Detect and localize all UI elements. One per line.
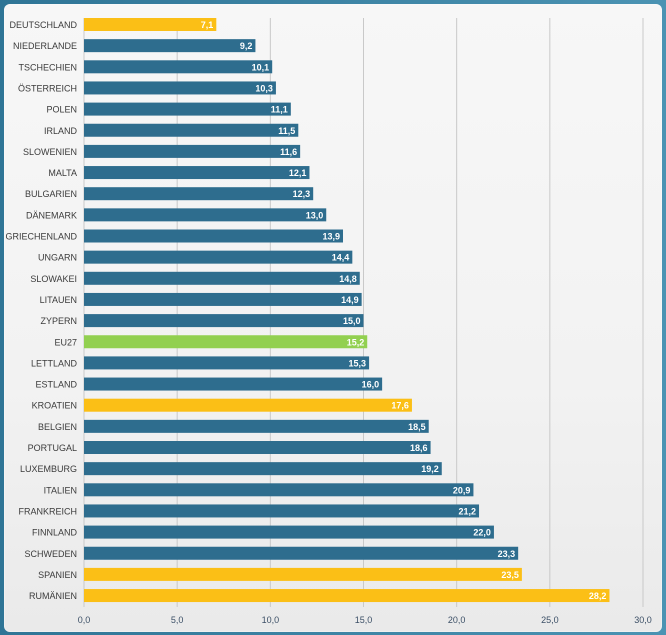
bar-rumänien [84, 589, 610, 603]
category-label: KROATIEN [32, 401, 77, 411]
bar-portugal [84, 441, 431, 454]
x-tick-label: 30,0 [634, 615, 652, 625]
x-tick-label: 20,0 [448, 615, 466, 625]
bar-slowakei [84, 271, 360, 285]
value-label: 16,0 [362, 380, 380, 390]
bars: 7,1 9,2 10,1 10,3 11,1 11,5 11,6 12,1 12,3 13,0 13… [84, 18, 610, 603]
bar-litauen [84, 292, 362, 306]
category-label: BELGIEN [38, 422, 77, 432]
bar-chart: 7,1 9,2 10,1 10,3 11,1 11,5 11,6 12,1 12,3 13,0 13… [5, 18, 652, 625]
value-label: 18,5 [408, 422, 426, 432]
category-label: LUXEMBURG [20, 464, 77, 474]
category-label: ESTLAND [35, 380, 77, 390]
bar-lettland [84, 356, 370, 370]
value-label: 10,3 [255, 83, 273, 93]
value-label: 15,2 [347, 337, 365, 347]
bar-estland [84, 377, 383, 391]
x-tick-label: 0,0 [78, 615, 91, 625]
bar-niederlande [84, 39, 256, 53]
value-label: 18,6 [410, 443, 428, 453]
category-label: FRANKREICH [18, 506, 77, 516]
category-label: LETTLAND [31, 358, 78, 368]
category-label: DÄNEMARK [26, 210, 77, 220]
grid-lines [83, 18, 644, 607]
bar-belgien [84, 419, 429, 433]
category-label: LITAUEN [40, 295, 77, 305]
bar-slowenien [84, 144, 301, 158]
category-label: PORTUGAL [28, 443, 77, 453]
value-label: 23,5 [501, 570, 519, 580]
value-label: 28,2 [589, 591, 607, 601]
bar-malta [84, 166, 310, 180]
bar-zypern [84, 314, 364, 328]
x-tick-label: 15,0 [355, 615, 373, 625]
category-label: NIEDERLANDE [13, 41, 77, 51]
bar-finnland [84, 525, 494, 539]
bar-tschechien [84, 60, 273, 74]
value-label: 17,6 [391, 401, 409, 411]
category-label: SCHWEDEN [24, 549, 77, 559]
bar-spanien [84, 567, 522, 581]
bar-irland [84, 123, 299, 137]
value-label: 19,2 [421, 464, 439, 474]
value-label: 20,9 [453, 485, 471, 495]
value-label: 23,3 [498, 549, 516, 559]
category-label: SLOWAKEI [30, 274, 77, 284]
value-label: 11,5 [278, 126, 295, 136]
value-label: 15,0 [343, 316, 361, 326]
category-label: POLEN [46, 105, 77, 115]
value-label: 11,6 [280, 147, 297, 157]
category-label: EU27 [54, 337, 77, 347]
bar-ungarn [84, 250, 353, 264]
category-label: DEUTSCHLAND [9, 20, 77, 30]
value-label: 13,0 [306, 210, 324, 220]
bar-schweden [84, 546, 519, 560]
category-label: SLOWENIEN [23, 147, 77, 157]
category-label: UNGARN [38, 253, 77, 263]
bar-deutschland [84, 18, 217, 31]
value-label: 12,1 [289, 168, 307, 178]
category-label: GRIECHENLAND [5, 232, 77, 242]
category-label: BULGARIEN [25, 189, 77, 199]
category-label: MALTA [48, 168, 77, 178]
category-label: ITALIEN [44, 485, 77, 495]
bar-bulgarien [84, 187, 314, 201]
chart-panel: 7,1 9,2 10,1 10,3 11,1 11,5 11,6 12,1 12,3 13,0 13… [4, 4, 662, 632]
value-label: 12,3 [293, 189, 311, 199]
x-tick-label: 25,0 [541, 615, 559, 625]
bar-frankreich [84, 504, 480, 518]
bar-eu27 [84, 335, 368, 349]
bar-kroatien [84, 398, 412, 412]
x-tick-label: 5,0 [171, 615, 184, 625]
value-label: 14,8 [339, 274, 357, 284]
x-axis-ticks: 0,0 5,0 10,0 15,0 20,0 25,0 30,0 [78, 615, 652, 625]
bar-polen [84, 102, 291, 116]
bar-luxemburg [84, 462, 442, 476]
value-label: 14,9 [341, 295, 359, 305]
value-label: 11,1 [271, 105, 288, 115]
category-label: TSCHECHIEN [18, 62, 77, 72]
category-label: FINNLAND [32, 528, 78, 538]
x-tick-label: 10,0 [262, 615, 280, 625]
value-label: 21,2 [458, 506, 476, 516]
category-labels: DEUTSCHLAND NIEDERLANDE TSCHECHIEN ÖSTERREI… [5, 20, 77, 601]
category-label: ÖSTERREICH [18, 83, 77, 93]
value-label: 10,1 [252, 62, 270, 72]
category-label: ZYPERN [40, 316, 77, 326]
category-label: IRLAND [44, 126, 78, 136]
category-label: SPANIEN [38, 570, 77, 580]
value-label: 22,0 [473, 528, 491, 538]
value-label: 13,9 [322, 232, 340, 242]
value-label: 9,2 [240, 41, 253, 51]
value-label: 15,3 [349, 358, 367, 368]
value-label: 7,1 [201, 20, 214, 30]
bar-griechenland [84, 229, 344, 243]
category-label: RUMÄNIEN [29, 591, 77, 601]
bar-österreich [84, 81, 276, 95]
bar-dänemark [84, 208, 327, 222]
value-label: 14,4 [332, 253, 350, 263]
bar-italien [84, 483, 474, 497]
